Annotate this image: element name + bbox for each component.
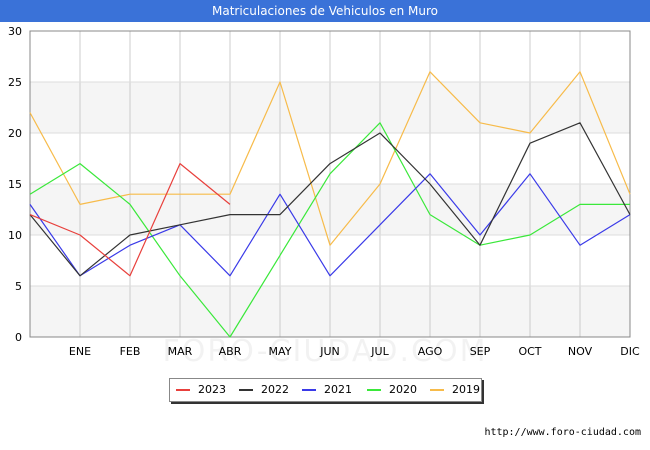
- x-tick-label: OCT: [518, 345, 541, 358]
- x-tick-label: DIC: [620, 345, 640, 358]
- x-tick-label: NOV: [568, 345, 593, 358]
- x-tick-label: JUL: [370, 345, 389, 358]
- watermark: FORO-CIUDAD.COM: [162, 334, 488, 369]
- footer-url[interactable]: http://www.foro-ciudad.com: [484, 427, 641, 438]
- x-tick-label: JUN: [319, 345, 340, 358]
- y-tick-label: 10: [8, 229, 22, 242]
- legend-swatch: [367, 389, 381, 391]
- legend-label: 2020: [389, 383, 417, 396]
- y-tick-label: 0: [15, 331, 22, 344]
- legend-label: 2022: [261, 383, 289, 396]
- plot-frame: [29, 30, 631, 338]
- legend-swatch: [430, 389, 444, 391]
- series-line-2023: [29, 163, 231, 277]
- series-line-2022: [29, 122, 631, 277]
- x-tick-label: ABR: [219, 345, 242, 358]
- chart-title: Matriculaciones de Vehiculos en Muro: [0, 0, 650, 22]
- legend-swatch: [302, 389, 316, 391]
- legend-swatch: [239, 389, 253, 391]
- axis-labels: 0 5 10 15 20 25 30 ENE FEB MAR ABR MAY JUN JUL AGO SEP O…: [8, 25, 640, 358]
- legend-item-2019: 2019: [430, 383, 480, 397]
- legend-item-2022: 2022: [239, 383, 289, 397]
- legend-item-2020: 2020: [367, 383, 417, 397]
- x-tick-label: MAY: [269, 345, 292, 358]
- legend-label: 2023: [198, 383, 226, 396]
- legend-label: 2019: [452, 383, 480, 396]
- y-tick-label: 15: [8, 178, 22, 191]
- legend-label: 2021: [324, 383, 352, 396]
- series-line-2021: [29, 173, 631, 277]
- x-tick-label: ENE: [69, 345, 91, 358]
- x-tick-label: MAR: [168, 345, 193, 358]
- series-group: [29, 71, 631, 338]
- y-tick-label: 5: [15, 280, 22, 293]
- y-tick-label: 30: [8, 25, 22, 38]
- series-line-2019: [29, 71, 631, 246]
- x-tick-label: FEB: [120, 345, 141, 358]
- x-tick-label: AGO: [418, 345, 443, 358]
- legend-item-2023: 2023: [176, 383, 226, 397]
- series-line-2020: [29, 122, 630, 338]
- legend-swatch: [176, 389, 190, 391]
- y-tick-label: 20: [8, 127, 22, 140]
- legend-item-2021: 2021: [302, 383, 352, 397]
- legend: 2023 2022 2021 2020 2019: [169, 378, 482, 402]
- x-tick-label: SEP: [470, 345, 491, 358]
- y-tick-label: 25: [8, 76, 22, 89]
